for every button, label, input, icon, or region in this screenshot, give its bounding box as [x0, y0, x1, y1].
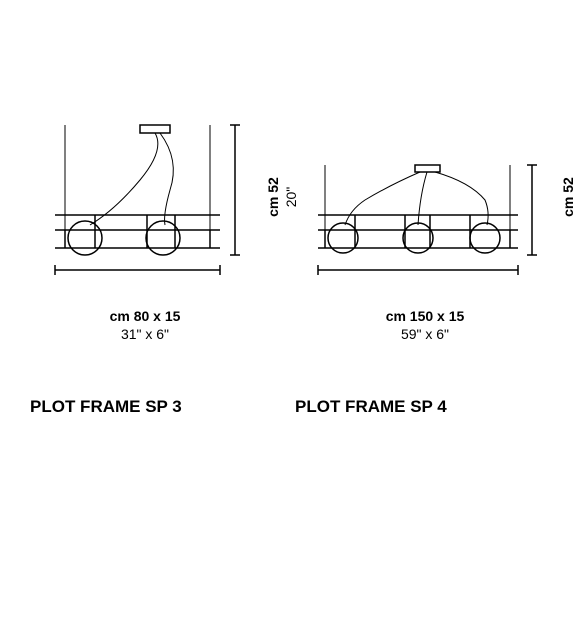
dim-width-sp3: cm 80 x 15 31" x 6": [30, 308, 260, 342]
drawing-sp4: cm 52 20": [295, 120, 555, 300]
drawing-sp3: cm 52 20": [30, 120, 260, 300]
dim-width-sp4: cm 150 x 15 59" x 6": [295, 308, 555, 342]
dim-width-in-sp4: 59" x 6": [295, 326, 555, 342]
diagram-sp4: cm 52 20" cm 150 x 15 59" x 6" PLOT FRAM…: [295, 120, 555, 417]
product-name-sp4: PLOT FRAME SP 4: [295, 397, 555, 417]
dim-height-sp4: cm 52 20": [560, 177, 574, 217]
dim-width-cm-sp3: cm 80 x 15: [30, 308, 260, 324]
dim-width-in-sp3: 31" x 6": [30, 326, 260, 342]
dim-height-cm-sp4: cm 52: [560, 177, 574, 217]
diagram-sp3: cm 52 20" cm 80 x 15 31" x 6" PLOT FRAME…: [30, 120, 260, 417]
dim-height-cm-sp3: cm 52: [265, 177, 281, 217]
dim-width-cm-sp4: cm 150 x 15: [295, 308, 555, 324]
product-name-sp3: PLOT FRAME SP 3: [30, 397, 260, 417]
